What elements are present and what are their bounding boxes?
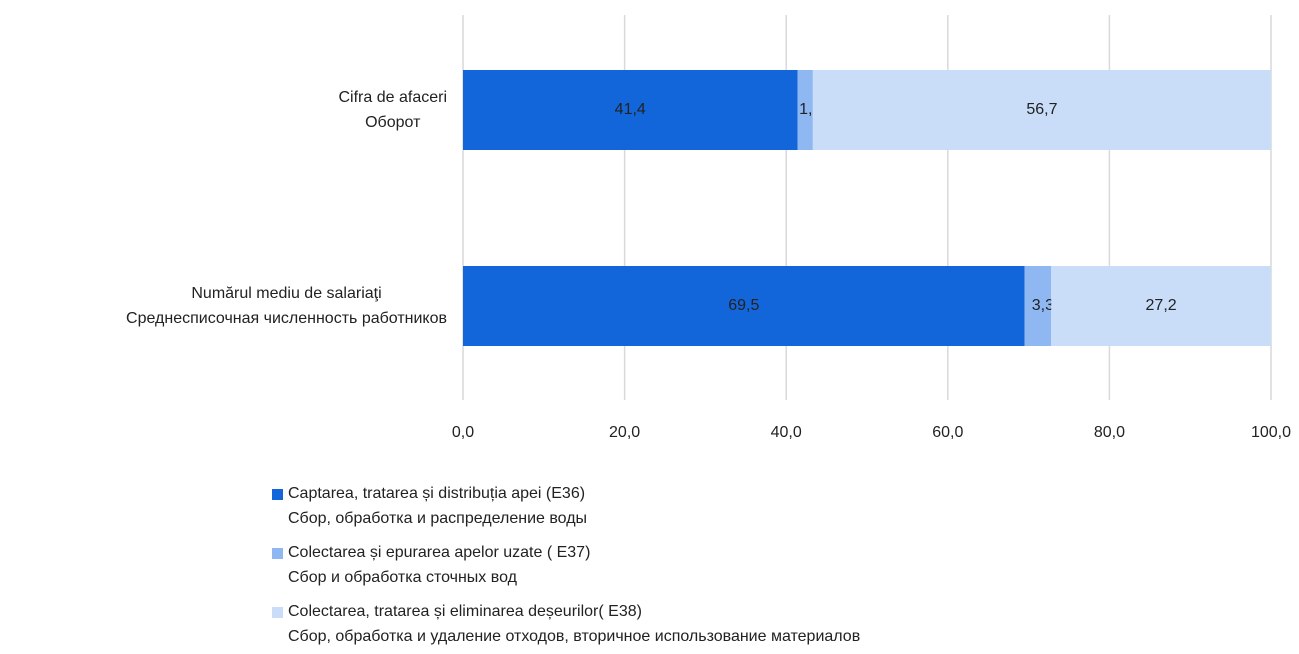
data-label: 41,4 <box>615 101 646 118</box>
x-tick-label: 40,0 <box>771 424 802 441</box>
legend-label: Colectarea și epurarea apelor uzate ( E3… <box>288 544 590 586</box>
legend-swatch <box>272 548 283 559</box>
x-tick-label: 100,0 <box>1251 424 1291 441</box>
bar-segment <box>812 70 1271 150</box>
legend-label: Colectarea, tratarea și eliminarea deșeu… <box>288 603 860 645</box>
bar-segment <box>463 70 798 150</box>
x-tick-label: 80,0 <box>1094 424 1125 441</box>
data-label: 27,2 <box>1146 297 1177 314</box>
y-tick-label: Numărul mediu de salariaţi Среднесписочна… <box>126 285 447 327</box>
bar-segment <box>1024 266 1052 346</box>
data-label: 69,5 <box>728 297 759 314</box>
data-label: 56,7 <box>1026 101 1057 118</box>
x-tick-label: 20,0 <box>609 424 640 441</box>
legend-swatch <box>272 489 283 500</box>
legend-label: Captarea, tratarea și distribuția apei (… <box>288 485 587 527</box>
x-tick-label: 60,0 <box>932 424 963 441</box>
y-tick-label: Cifra de afaceri Оборот <box>339 89 448 131</box>
bar-segment <box>463 266 1025 346</box>
legend-swatch <box>272 607 283 618</box>
bar-segment <box>797 70 813 150</box>
bar-segment <box>1051 266 1271 346</box>
data-label: 3,3 <box>1032 297 1054 314</box>
x-tick-label: 0,0 <box>452 424 474 441</box>
